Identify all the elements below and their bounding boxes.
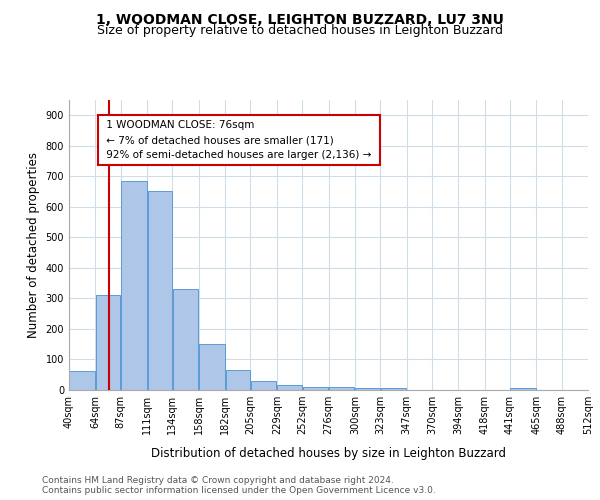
Bar xyxy=(302,386,328,390)
Bar xyxy=(96,295,120,390)
Bar xyxy=(148,191,172,390)
Text: 1, WOODMAN CLOSE, LEIGHTON BUZZARD, LU7 3NU: 1, WOODMAN CLOSE, LEIGHTON BUZZARD, LU7 … xyxy=(96,12,504,26)
Text: Size of property relative to detached houses in Leighton Buzzard: Size of property relative to detached ho… xyxy=(97,24,503,37)
Text: 1 WOODMAN CLOSE: 76sqm
 ← 7% of detached houses are smaller (171)
 92% of semi-d: 1 WOODMAN CLOSE: 76sqm ← 7% of detached … xyxy=(103,120,374,160)
Bar xyxy=(277,384,302,390)
Bar xyxy=(70,371,95,390)
Bar xyxy=(355,388,380,390)
Bar xyxy=(511,388,536,390)
Bar xyxy=(121,181,146,390)
Bar xyxy=(251,381,277,390)
Y-axis label: Number of detached properties: Number of detached properties xyxy=(27,152,40,338)
Text: Contains HM Land Registry data © Crown copyright and database right 2024.: Contains HM Land Registry data © Crown c… xyxy=(42,476,394,485)
Bar xyxy=(380,388,406,390)
Text: Distribution of detached houses by size in Leighton Buzzard: Distribution of detached houses by size … xyxy=(151,448,506,460)
Bar xyxy=(173,290,199,390)
Bar xyxy=(329,388,355,390)
Bar xyxy=(226,370,250,390)
Bar xyxy=(199,344,224,390)
Text: Contains public sector information licensed under the Open Government Licence v3: Contains public sector information licen… xyxy=(42,486,436,495)
